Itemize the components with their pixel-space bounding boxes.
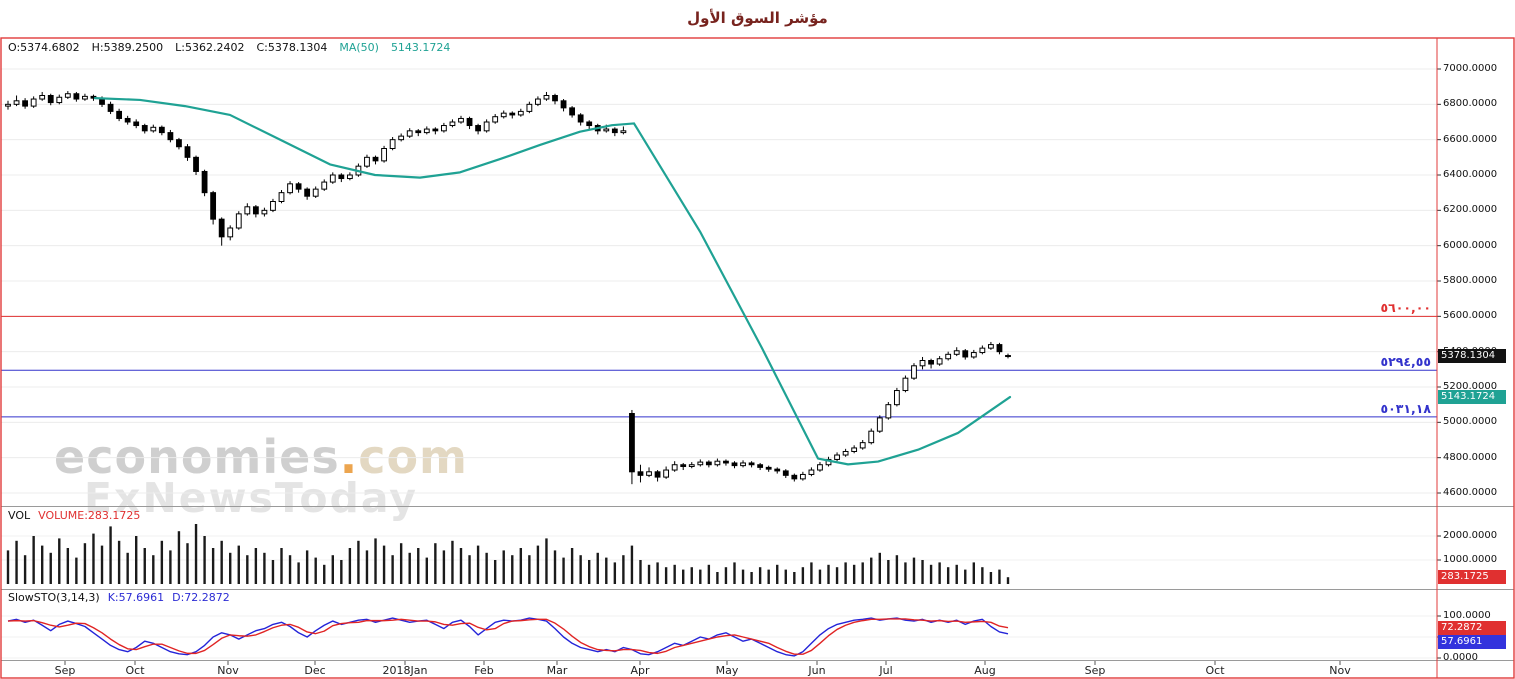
ma50-price-badge: 5143.1724 xyxy=(1438,390,1506,405)
high-value: H:5389.2500 xyxy=(91,41,164,54)
month-label: May xyxy=(715,664,739,677)
price-axis-tick: 6200.0000 xyxy=(1443,204,1498,216)
month-label: Mar xyxy=(546,664,568,677)
month-label: Aug xyxy=(974,664,996,677)
month-label: Apr xyxy=(630,664,650,677)
stochastic-name: SlowSTO(3,14,3) xyxy=(8,591,100,604)
stochastic-k-line xyxy=(7,617,1009,657)
close-value: C:5378.1304 xyxy=(256,41,328,54)
stochastic-d-badge: 72.2872 xyxy=(1438,620,1506,635)
price-axis-tick: 4600.0000 xyxy=(1443,487,1498,498)
stochastic-d-value: D:72.2872 xyxy=(172,591,230,604)
stochastic-header: SlowSTO(3,14,3) K:57.6961 D:72.2872 xyxy=(8,591,230,604)
chart-title: مؤشر السوق الأول xyxy=(687,9,828,27)
price-axis-tick: 6800.0000 xyxy=(1443,98,1498,110)
month-label: Jun xyxy=(808,664,826,677)
volume-axis-tick: 2000.0000 xyxy=(1443,530,1498,541)
stochastic-k-badge: 57.6961 xyxy=(1438,634,1506,649)
ma50-line xyxy=(93,97,1012,466)
volume-series[interactable] xyxy=(6,524,1010,584)
price-axis-tick: 6000.0000 xyxy=(1443,239,1498,251)
price-level-label[interactable]: ٥٠٣١,١٨ xyxy=(1380,400,1431,416)
open-value: O:5374.6802 xyxy=(8,41,80,54)
price-axis-tick: 4800.0000 xyxy=(1443,451,1498,463)
month-label: Dec xyxy=(304,664,326,677)
candlestick-series[interactable] xyxy=(5,91,1011,485)
price-axis-tick: 5200.0000 xyxy=(1443,381,1498,392)
price-axis-tick: 6600.0000 xyxy=(1443,133,1498,145)
month-label: Feb xyxy=(474,664,494,677)
chart-frame xyxy=(0,37,1515,679)
month-label: Jul xyxy=(879,664,893,677)
month-label: Sep xyxy=(1084,664,1106,677)
stochastic-k-value: K:57.6961 xyxy=(107,591,165,604)
price-axis-tick: 6400.0000 xyxy=(1443,169,1498,180)
month-label: Nov xyxy=(217,664,239,677)
ohlc-header: O:5374.6802 H:5389.2500 L:5362.2402 C:5378.… xyxy=(8,41,462,54)
ma50-value: 5143.1724 xyxy=(390,41,451,54)
volume-panel-label: VOL xyxy=(8,509,31,522)
price-level-label[interactable]: ٥٢٩٤,٥٥ xyxy=(1380,354,1431,370)
price-level-label[interactable]: ٥٦٠٠,٠٠ xyxy=(1380,300,1431,316)
stochastic-axis-tick: 100.0000 xyxy=(1443,610,1491,621)
volume-header: VOL VOLUME:283.1725 xyxy=(8,509,140,522)
month-label: Sep xyxy=(54,664,76,677)
volume-badge: 283.1725 xyxy=(1438,570,1506,585)
volume-axis-tick: 1000.0000 xyxy=(1443,554,1498,565)
month-label: 2018Jan xyxy=(382,664,428,677)
price-axis-tick: 5000.0000 xyxy=(1443,416,1498,428)
stochastic-axis-tick: 0.0000 xyxy=(1443,652,1478,663)
stochastic-d-line xyxy=(7,618,1009,655)
ma50-label: MA(50) xyxy=(339,41,379,54)
volume-value: VOLUME:283.1725 xyxy=(38,509,141,522)
price-axis-tick: 7000.0000 xyxy=(1443,63,1498,74)
last-price-badge: 5378.1304 xyxy=(1438,348,1506,363)
month-label: Oct xyxy=(125,664,145,677)
price-axis-tick: 5600.0000 xyxy=(1443,310,1498,322)
low-value: L:5362.2402 xyxy=(175,41,245,54)
month-label: Nov xyxy=(1329,664,1351,677)
month-label: Oct xyxy=(1205,664,1225,677)
price-axis-tick: 5800.0000 xyxy=(1443,275,1498,286)
